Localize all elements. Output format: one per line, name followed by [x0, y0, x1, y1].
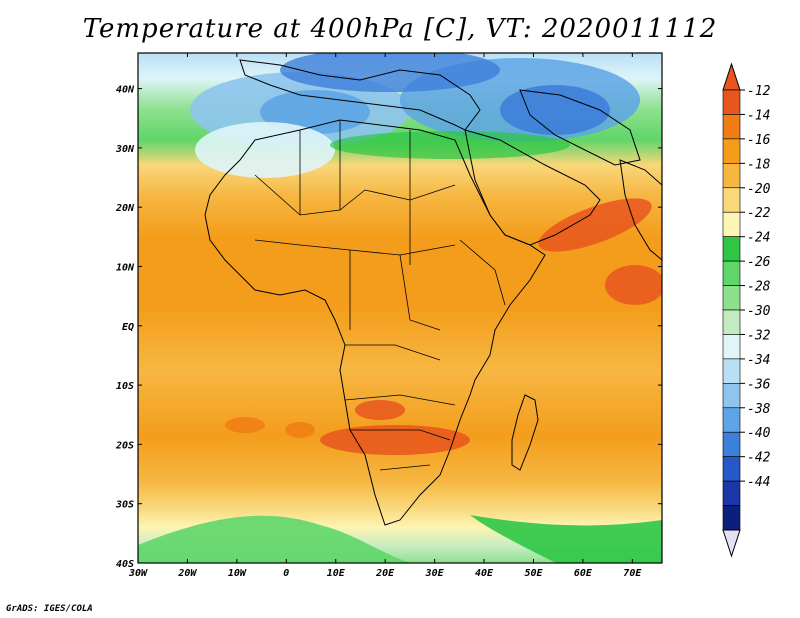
green-band-south-atlantic [138, 515, 412, 563]
colorbar-swatch [722, 407, 741, 433]
green-band-east [330, 131, 570, 159]
colorbar-swatch [722, 431, 741, 457]
x-axis: 30W 20W 10W 0 10E 20E 30E 40E 50E 60E 70E [128, 53, 642, 579]
colorbar-swatch [722, 89, 741, 115]
warm-patch-angola [355, 400, 405, 420]
arabia-outline [464, 129, 601, 246]
country-borders [254, 120, 506, 471]
y-tick-label: 10S [116, 381, 134, 392]
colorbar-label: -28 [747, 280, 771, 295]
colorbar-over-arrow [722, 62, 741, 91]
colorbar: -12 -14 -16 -18 -20 -22 -24 -26 -28 -30 -32 -34 -36 -… [722, 62, 771, 558]
colorbar-swatch [722, 334, 741, 360]
colorbar-label: -22 [747, 206, 771, 221]
colorbar-label: -14 [747, 108, 770, 123]
y-tick-label: 30N [115, 144, 135, 155]
iran-outline [519, 89, 641, 166]
x-tick-label: 60E [574, 568, 593, 579]
colorbar-label: -34 [747, 353, 770, 368]
cold-anomaly-north [280, 53, 500, 92]
warm-patch-southern-africa [320, 425, 470, 455]
y-tick-label: EQ [122, 322, 134, 333]
colorbar-label: -12 [747, 84, 771, 99]
plot-frame [137, 52, 663, 564]
x-tick-label: 30W [128, 568, 148, 579]
colorbar-under-arrow [722, 529, 741, 558]
colorbar-swatch [722, 163, 741, 189]
y-tick-label: 10N [116, 262, 135, 273]
cold-core-mediterranean [260, 90, 370, 134]
colorbar-label: -32 [747, 328, 771, 343]
colorbar-swatch [722, 187, 741, 213]
colorbar-label: -24 [747, 231, 770, 246]
colorbar-swatch [722, 309, 741, 335]
warm-patch-arabian-sea [538, 198, 652, 252]
x-tick-label: 30E [425, 568, 445, 579]
cold-core-middle-east [500, 85, 610, 135]
y-tick-label: 40N [116, 85, 135, 96]
colorbar-swatch [722, 114, 741, 140]
colorbar-label: -44 [747, 475, 770, 490]
colorbar-label: -36 [747, 377, 771, 392]
madagascar-outline [511, 394, 539, 471]
x-tick-label: 10W [228, 568, 247, 579]
colorbar-label: -38 [747, 402, 771, 417]
x-tick-label: 10E [327, 568, 346, 579]
warm-patch-atlantic [225, 417, 265, 433]
grads-credit: GrADS: IGES/COLA [6, 604, 93, 614]
x-tick-label: 50E [524, 568, 543, 579]
y-tick-label: 20N [115, 203, 135, 214]
coastlines [204, 59, 662, 526]
colorbar-swatch [722, 505, 741, 531]
india-outline [619, 159, 662, 261]
colorbar-label: -30 [747, 304, 771, 319]
warm-patch-india [605, 265, 662, 305]
warm-patch-atlantic-2 [285, 422, 315, 438]
x-tick-label: 20E [375, 568, 395, 579]
colorbar-swatch [722, 456, 741, 482]
colorbar-label: -16 [747, 133, 771, 148]
x-tick-label: 70E [623, 568, 642, 579]
x-tick-label: 40E [475, 568, 494, 579]
colorbar-label: -42 [747, 451, 771, 466]
colorbar-label: -20 [747, 182, 771, 197]
y-tick-label: 30S [115, 500, 134, 511]
colorbar-swatch [722, 260, 741, 286]
colorbar-swatch [722, 138, 741, 164]
colorbar-label: -18 [747, 157, 771, 172]
colorbar-swatch [722, 480, 741, 506]
y-tick-label: 20S [115, 440, 134, 451]
colorbar-swatch [722, 383, 741, 409]
y-tick-label: 40S [116, 559, 134, 570]
colorbar-swatch [722, 236, 741, 262]
x-tick-label: 20W [177, 568, 197, 579]
map-title: Temperature at 400hPa [C], VT: 202001111… [82, 14, 718, 44]
x-tick-label: 0 [283, 568, 289, 579]
temperature-field [138, 53, 662, 563]
colorbar-swatch [722, 358, 741, 384]
colorbar-swatch [722, 211, 741, 237]
colorbar-swatch [722, 285, 741, 311]
green-band-south-indian [470, 515, 662, 563]
colorbar-label: -40 [747, 426, 771, 441]
europe-outline [239, 59, 481, 131]
y-axis: 40N 30N 20N 10N EQ 10S 20S 30S 40S [115, 85, 662, 570]
cool-band-sahara [195, 122, 335, 178]
colorbar-label: -26 [747, 255, 771, 270]
